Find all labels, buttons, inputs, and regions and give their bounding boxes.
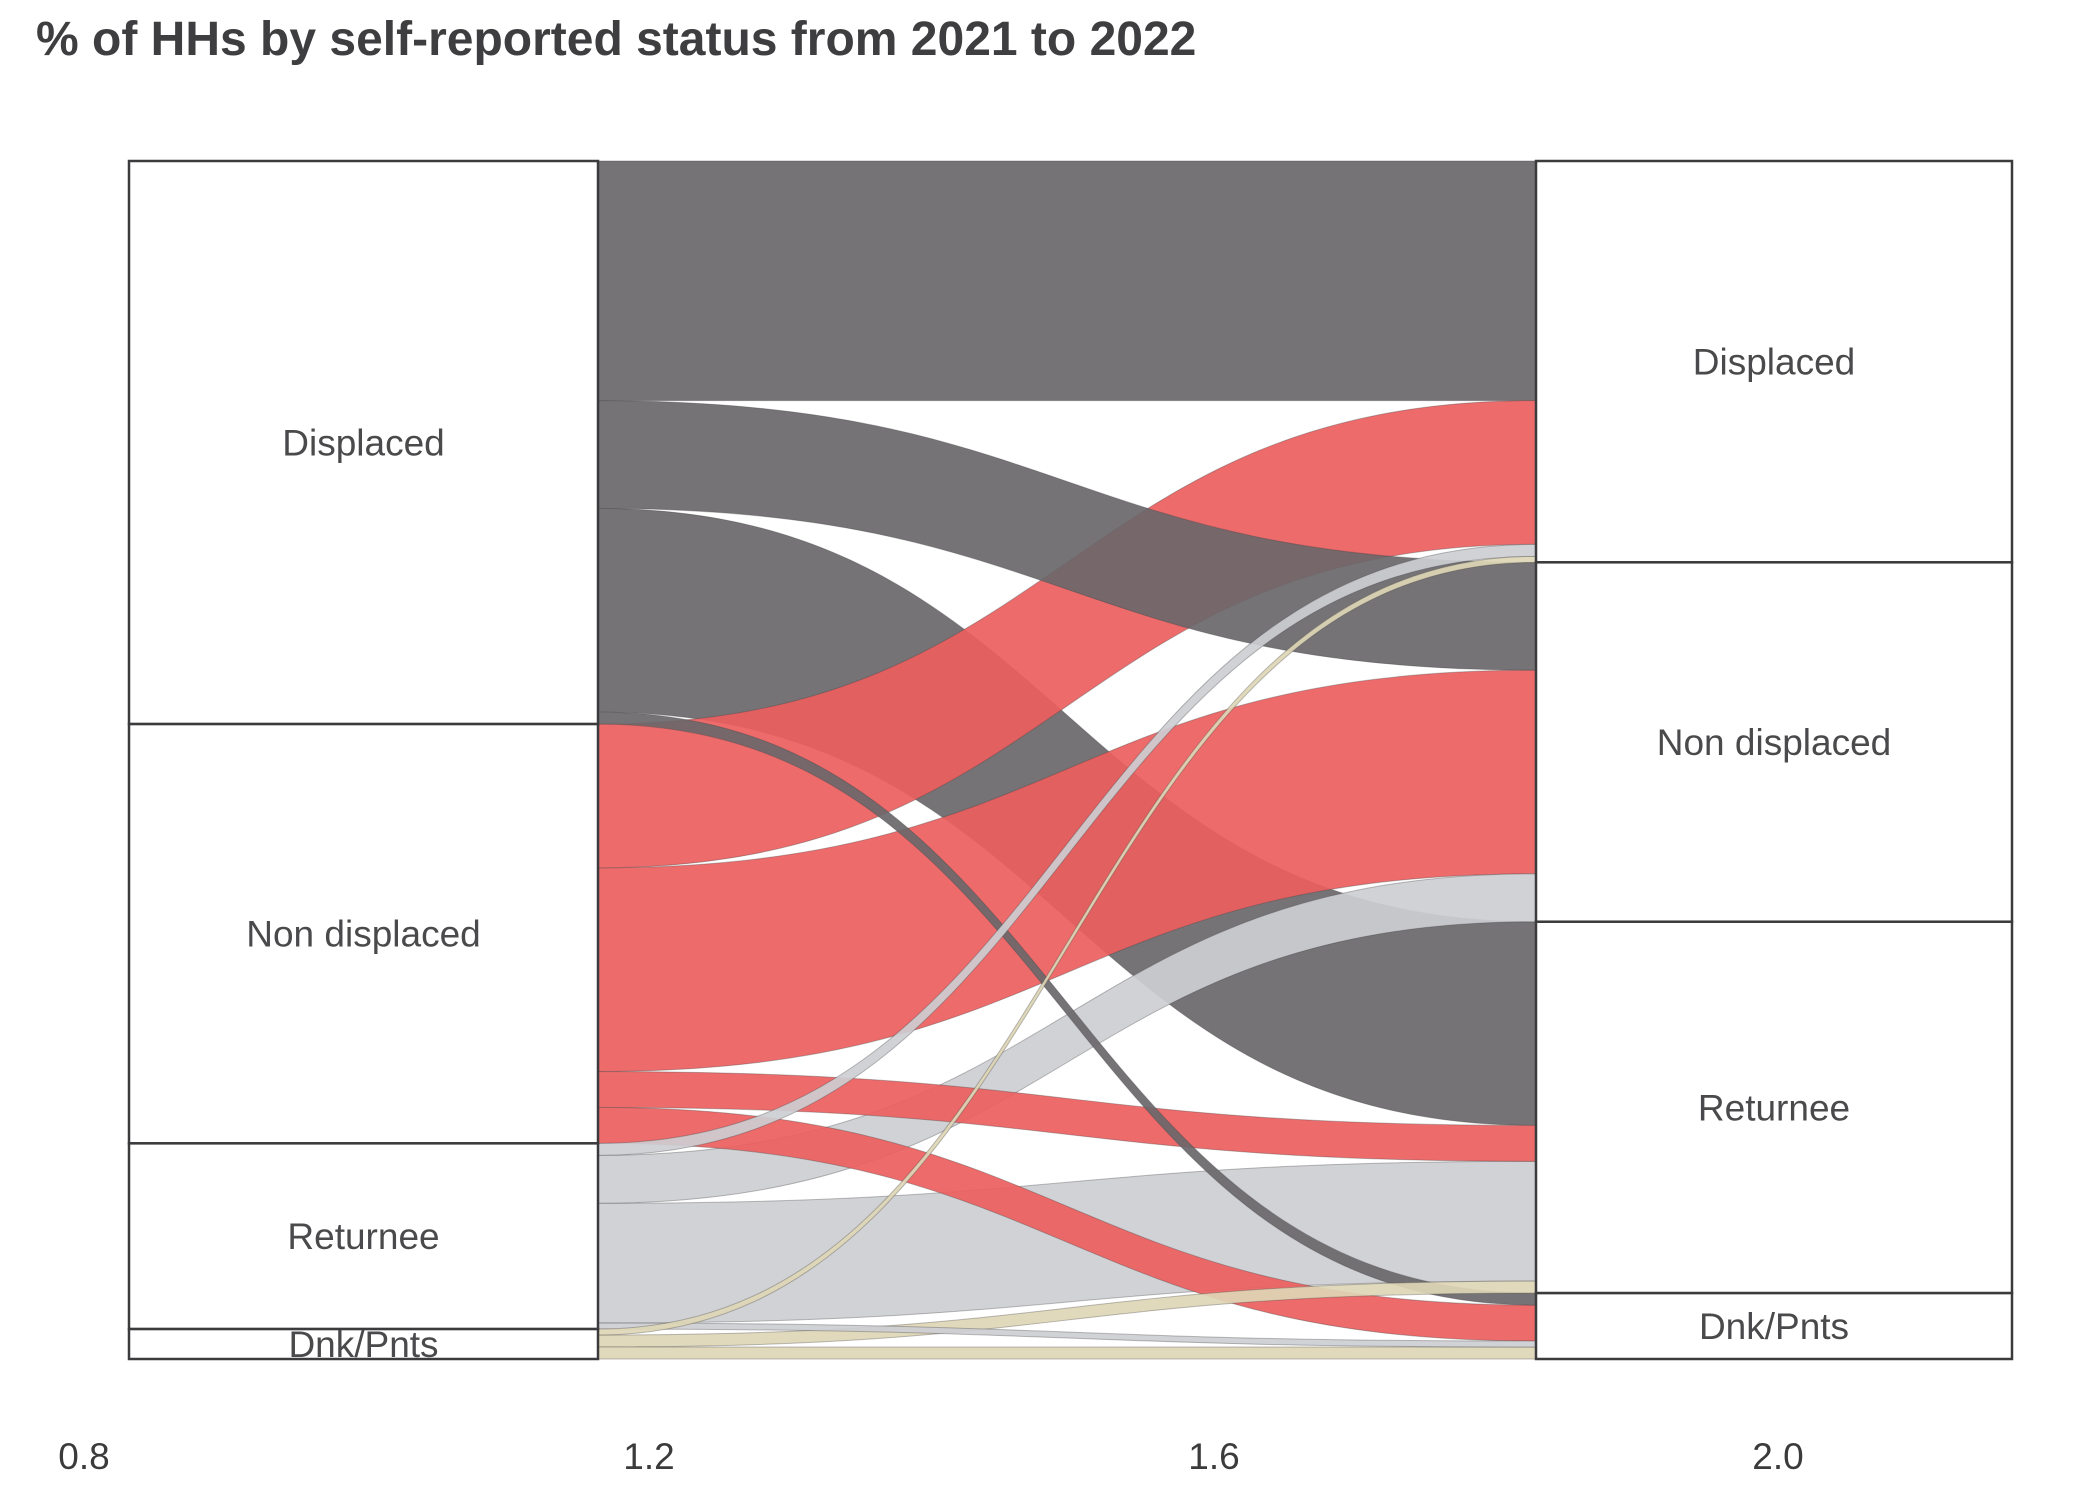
node-2022-displaced	[1534, 159, 2014, 564]
node-2021-dnk-pnts	[127, 1327, 600, 1361]
node-label-2022-returnee: Returnee	[1698, 1087, 1850, 1128]
node-label-2022-non-displaced: Non displaced	[1657, 722, 1891, 763]
flow-displaced-to-displaced	[597, 160, 1537, 402]
node-label-2021-returnee: Returnee	[287, 1216, 439, 1257]
x-axis-tick-0: 0.8	[58, 1436, 110, 1477]
node-label-2022-displaced: Displaced	[1693, 342, 1855, 383]
node-2022-dnk-pnts	[1534, 1291, 2014, 1361]
node-label-2022-dnk-pnts: Dnk/Pnts	[1699, 1306, 1849, 1347]
x-axis-tick-2: 1.6	[1188, 1436, 1240, 1477]
x-axis: 0.8 1.2 1.6 2.0	[0, 1436, 2100, 1496]
node-2022-non-displaced	[1534, 561, 2014, 923]
node-label-2021-dnk-pnts: Dnk/Pnts	[288, 1324, 438, 1365]
node-2021-returnee	[127, 1142, 600, 1331]
node-label-2021-non-displaced: Non displaced	[246, 914, 480, 955]
node-label-2021-displaced: Displaced	[282, 423, 444, 464]
x-axis-tick-1: 1.2	[623, 1436, 675, 1477]
flow-dnk-pnts-to-dnk-pnts	[597, 1346, 1537, 1360]
x-axis-tick-3: 2.0	[1752, 1436, 1804, 1477]
node-2021-non-displaced	[127, 722, 600, 1145]
node-2022-returnee	[1534, 920, 2014, 1295]
chart-title: % of HHs by self-reported status from 20…	[36, 13, 1197, 66]
